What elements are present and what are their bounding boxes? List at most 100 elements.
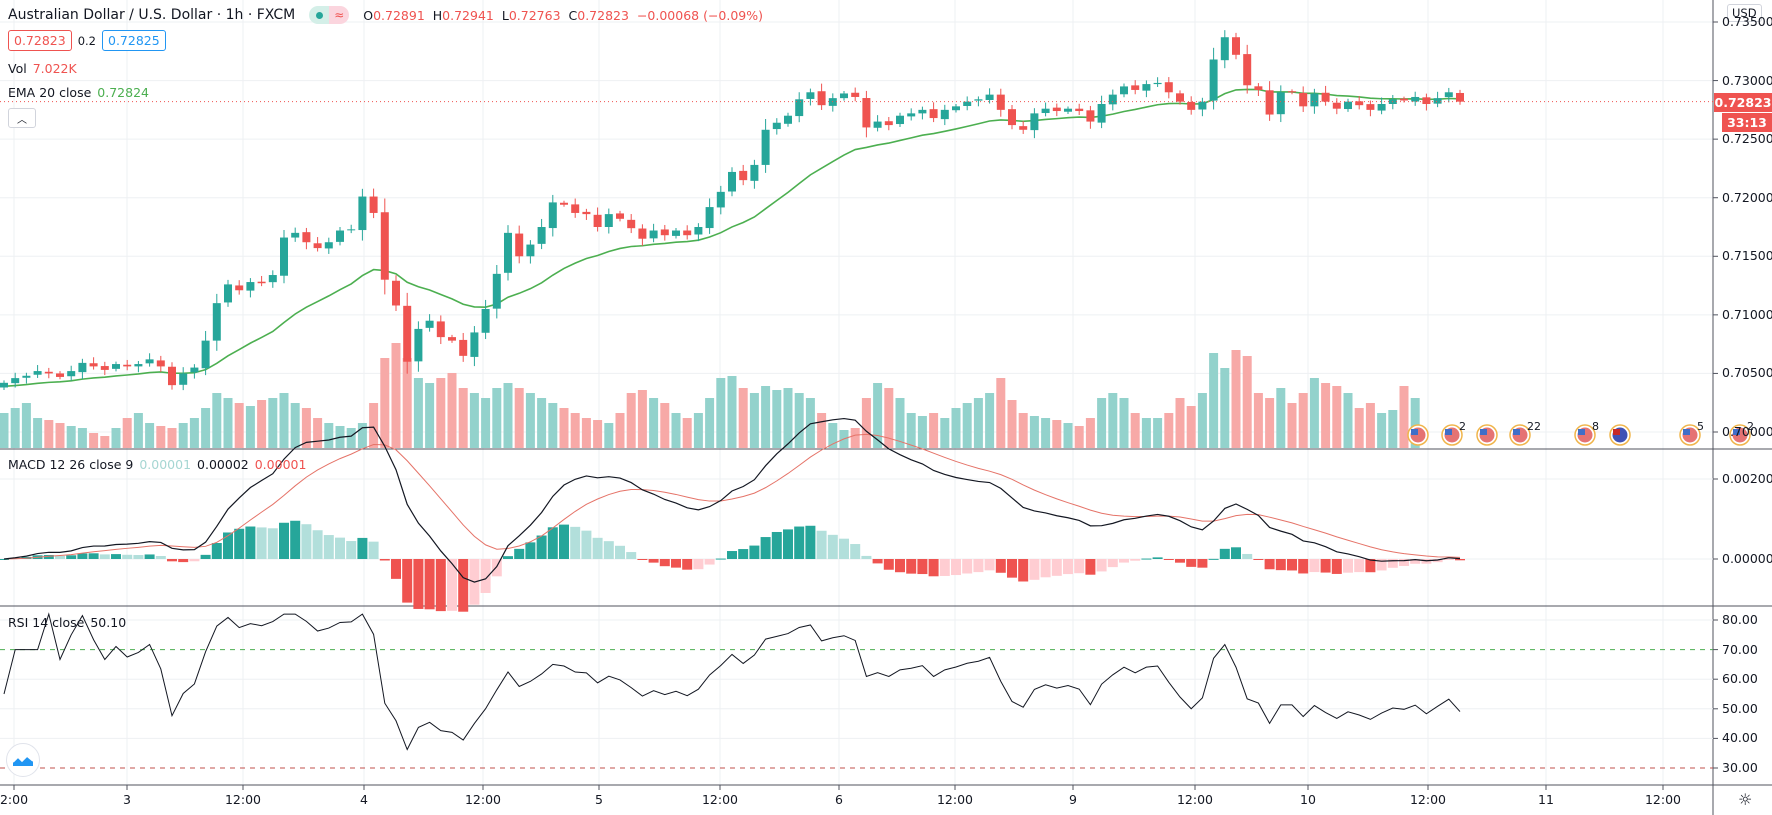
candle-body[interactable]: [78, 362, 87, 373]
candle-body[interactable]: [571, 204, 580, 213]
candle-body[interactable]: [1276, 92, 1285, 115]
candle-body[interactable]: [414, 328, 423, 362]
candle-body[interactable]: [156, 360, 165, 367]
candle-body[interactable]: [604, 214, 613, 227]
candle-body[interactable]: [929, 109, 938, 119]
candle-body[interactable]: [33, 371, 42, 375]
candle-body[interactable]: [784, 115, 792, 124]
candle-body[interactable]: [403, 305, 412, 362]
candle-body[interactable]: [1400, 98, 1408, 101]
candle-body[interactable]: [67, 371, 76, 377]
economic-event-marker[interactable]: [1609, 424, 1631, 446]
economic-event-marker[interactable]: 8: [1574, 420, 1599, 446]
macd-legend[interactable]: MACD 12 26 close 9 0.00001 0.00002 0.000…: [8, 457, 306, 472]
candle-body[interactable]: [761, 129, 770, 165]
candle-body[interactable]: [515, 233, 524, 257]
candle-body[interactable]: [1422, 97, 1431, 104]
candle-body[interactable]: [1176, 93, 1184, 102]
candle-body[interactable]: [672, 230, 680, 236]
candle-body[interactable]: [1310, 93, 1319, 107]
candle-body[interactable]: [1232, 37, 1240, 55]
candle-body[interactable]: [1142, 84, 1151, 91]
economic-event-marker[interactable]: [1476, 424, 1498, 446]
candle-body[interactable]: [224, 284, 232, 303]
candle-body[interactable]: [996, 94, 1005, 110]
candle-body[interactable]: [1254, 86, 1263, 90]
candle-body[interactable]: [112, 364, 120, 369]
candle-body[interactable]: [862, 98, 871, 128]
candle-body[interactable]: [1433, 98, 1442, 104]
candle-body[interactable]: [918, 109, 927, 114]
candle-body[interactable]: [369, 196, 378, 213]
collapse-legend-button[interactable]: ︿: [8, 108, 36, 128]
candle-body[interactable]: [0, 382, 8, 388]
candle-body[interactable]: [940, 109, 949, 120]
candle-body[interactable]: [806, 92, 815, 99]
currency-button[interactable]: USD: [1727, 4, 1762, 22]
candle-body[interactable]: [1321, 92, 1330, 102]
candle-body[interactable]: [817, 91, 826, 106]
candle-body[interactable]: [1377, 104, 1386, 111]
candle-body[interactable]: [728, 171, 736, 192]
candle-body[interactable]: [840, 93, 848, 99]
candle-body[interactable]: [1064, 108, 1072, 112]
candle-body[interactable]: [582, 211, 591, 215]
candle-body[interactable]: [1187, 102, 1196, 110]
candle-body[interactable]: [1344, 101, 1352, 110]
candle-body[interactable]: [392, 280, 400, 306]
candle-body[interactable]: [1030, 113, 1039, 131]
candle-body[interactable]: [963, 101, 972, 106]
candle-body[interactable]: [313, 243, 322, 249]
candle-body[interactable]: [660, 229, 669, 236]
economic-event-marker[interactable]: 5: [1679, 420, 1704, 446]
candle-body[interactable]: [347, 229, 356, 231]
candle-body[interactable]: [1131, 85, 1140, 90]
candle-body[interactable]: [324, 242, 333, 249]
buy-button[interactable]: 0.72825: [102, 30, 166, 51]
candle-body[interactable]: [22, 375, 31, 378]
candle-body[interactable]: [481, 309, 490, 333]
candle-body[interactable]: [1332, 102, 1341, 109]
candle-body[interactable]: [1456, 92, 1464, 102]
candle-body[interactable]: [201, 340, 210, 369]
candle-body[interactable]: [638, 228, 647, 239]
candle-body[interactable]: [1355, 101, 1364, 106]
candle-body[interactable]: [851, 92, 860, 97]
candle-body[interactable]: [548, 202, 557, 229]
economic-event-marker[interactable]: 2: [1441, 420, 1466, 446]
candle-body[interactable]: [884, 121, 893, 126]
candle-body[interactable]: [1220, 37, 1229, 61]
candle-body[interactable]: [1153, 82, 1162, 85]
candle-body[interactable]: [1019, 126, 1028, 130]
ema-legend[interactable]: EMA 20 close 0.72824: [8, 85, 149, 100]
candle-body[interactable]: [1164, 82, 1173, 93]
candle-body[interactable]: [291, 232, 300, 238]
candle-body[interactable]: [11, 378, 20, 384]
candle-body[interactable]: [974, 99, 983, 101]
candle-body[interactable]: [89, 363, 98, 367]
candle-body[interactable]: [459, 339, 468, 356]
candle-body[interactable]: [1041, 108, 1050, 114]
candle-body[interactable]: [985, 94, 994, 101]
candle-body[interactable]: [1097, 104, 1106, 123]
candle-body[interactable]: [100, 366, 109, 370]
candle-body[interactable]: [1052, 107, 1061, 112]
candle-body[interactable]: [336, 230, 344, 242]
candle-body[interactable]: [235, 285, 244, 291]
candle-body[interactable]: [470, 332, 479, 357]
candle-body[interactable]: [257, 281, 266, 284]
candle-body[interactable]: [537, 227, 546, 244]
candle-body[interactable]: [302, 232, 311, 243]
sell-button[interactable]: 0.72823: [8, 30, 72, 51]
candle-body[interactable]: [705, 207, 714, 229]
candle-body[interactable]: [380, 212, 389, 280]
candle-body[interactable]: [616, 213, 624, 219]
candle-body[interactable]: [1075, 108, 1084, 112]
economic-event-marker[interactable]: [1407, 424, 1429, 446]
candle-body[interactable]: [593, 214, 602, 227]
candle-body[interactable]: [268, 275, 277, 283]
candle-body[interactable]: [907, 113, 916, 117]
candle-body[interactable]: [560, 202, 568, 205]
candle-body[interactable]: [1265, 90, 1274, 115]
